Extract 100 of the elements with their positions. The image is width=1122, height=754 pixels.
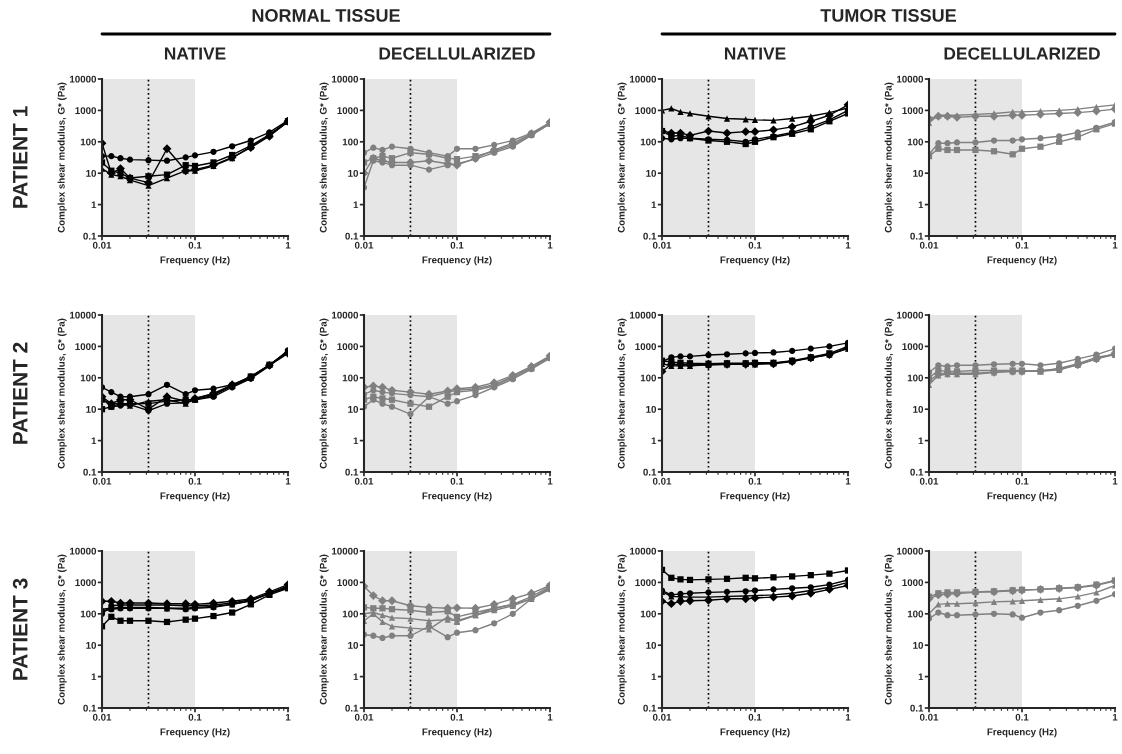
y-tick-label: 1000 xyxy=(75,343,97,351)
x-tick-label: 0.1 xyxy=(748,241,762,249)
y-tick-label: 1000 xyxy=(337,579,359,587)
x-tick-label: 0.01 xyxy=(652,477,672,485)
y-tick-label: 1000 xyxy=(337,107,359,115)
x-tick-label: 1 xyxy=(845,713,851,721)
chart-title: NATIVE xyxy=(724,47,786,60)
x-tick-label: 0.1 xyxy=(450,477,464,485)
text: PATIENT 3 xyxy=(12,578,28,680)
y-axis-title: Complex shear modulus, G* (Pa) xyxy=(319,554,329,705)
chart-title: DECELLULARIZED xyxy=(379,47,535,60)
y-tick-label: 1 xyxy=(918,201,924,209)
x-axis-title: Frequency (Hz) xyxy=(987,256,1057,266)
y-axis-title: Complex shear modulus, G* (Pa) xyxy=(617,318,627,469)
text: PATIENT 2 xyxy=(12,342,28,444)
y-tick-label: 1000 xyxy=(902,579,924,587)
x-tick-label: 1 xyxy=(1112,477,1118,485)
y-tick-label: 0.1 xyxy=(345,704,359,712)
y-tick-label: 10 xyxy=(348,405,359,413)
y-tick-label: 10 xyxy=(86,641,97,649)
y-tick-label: 10000 xyxy=(70,311,97,319)
y-tick-label: 100 xyxy=(342,610,359,618)
y-tick-label: 1 xyxy=(91,201,97,209)
x-axis-title: Frequency (Hz) xyxy=(160,728,230,738)
x-axis-title: Frequency (Hz) xyxy=(987,728,1057,738)
x-tick-label: 0.01 xyxy=(919,241,939,249)
y-axis-title: Complex shear modulus, G* (Pa) xyxy=(57,82,67,233)
chart-title: DECELLULARIZED xyxy=(944,47,1100,60)
x-axis-title: Frequency (Hz) xyxy=(720,728,790,738)
y-tick-label: 0.1 xyxy=(643,468,657,476)
y-tick-label: 1000 xyxy=(902,343,924,351)
x-tick-label: 1 xyxy=(845,477,851,485)
y-tick-label: 1000 xyxy=(635,579,657,587)
y-tick-label: 0.1 xyxy=(910,232,924,240)
y-tick-label: 10 xyxy=(646,641,657,649)
y-tick-label: 100 xyxy=(907,374,924,382)
x-tick-label: 1 xyxy=(285,713,291,721)
y-tick-label: 10 xyxy=(348,641,359,649)
y-tick-label: 1000 xyxy=(75,579,97,587)
y-axis-title: Complex shear modulus, G* (Pa) xyxy=(319,318,329,469)
text: TUMOR TISSUE xyxy=(820,9,957,22)
chart-title: NATIVE xyxy=(164,47,226,60)
x-tick-label: 1 xyxy=(547,241,553,249)
x-tick-label: 0.1 xyxy=(1015,477,1029,485)
x-axis-title: Frequency (Hz) xyxy=(160,256,230,266)
y-tick-label: 10 xyxy=(913,641,924,649)
y-tick-label: 10000 xyxy=(897,311,924,319)
x-tick-label: 1 xyxy=(285,477,291,485)
y-tick-label: 1 xyxy=(91,673,97,681)
x-tick-label: 0.01 xyxy=(652,713,672,721)
y-axis-title: Complex shear modulus, G* (Pa) xyxy=(57,318,67,469)
x-axis-title: Frequency (Hz) xyxy=(422,728,492,738)
y-tick-label: 1 xyxy=(918,673,924,681)
y-tick-label: 100 xyxy=(80,138,97,146)
y-tick-label: 10000 xyxy=(332,547,359,555)
x-tick-label: 0.01 xyxy=(354,713,374,721)
y-tick-label: 100 xyxy=(342,374,359,382)
x-tick-label: 1 xyxy=(547,477,553,485)
x-tick-label: 0.01 xyxy=(919,477,939,485)
text: PATIENT 1 xyxy=(13,106,28,208)
x-tick-label: 0.01 xyxy=(919,713,939,721)
y-tick-label: 100 xyxy=(640,138,657,146)
x-tick-label: 1 xyxy=(547,713,553,721)
y-tick-label: 10 xyxy=(646,405,657,413)
x-tick-label: 0.01 xyxy=(92,477,112,485)
y-tick-label: 10000 xyxy=(897,547,924,555)
y-tick-label: 0.1 xyxy=(643,704,657,712)
x-tick-label: 1 xyxy=(285,241,291,249)
y-tick-label: 1 xyxy=(353,201,359,209)
y-tick-label: 1000 xyxy=(337,343,359,351)
y-tick-label: 100 xyxy=(907,138,924,146)
y-tick-label: 1000 xyxy=(902,107,924,115)
x-tick-label: 0.1 xyxy=(450,713,464,721)
x-tick-label: 0.01 xyxy=(92,241,112,249)
y-tick-label: 1 xyxy=(918,437,924,445)
x-tick-label: 0.1 xyxy=(748,477,762,485)
x-tick-label: 1 xyxy=(1112,713,1118,721)
y-axis-title: Complex shear modulus, G* (Pa) xyxy=(884,318,894,469)
y-tick-label: 100 xyxy=(640,374,657,382)
y-tick-label: 0.1 xyxy=(643,232,657,240)
y-tick-label: 10 xyxy=(86,405,97,413)
x-tick-label: 0.1 xyxy=(1015,713,1029,721)
x-tick-label: 0.1 xyxy=(1015,241,1029,249)
y-tick-label: 1000 xyxy=(75,107,97,115)
x-tick-label: 0.01 xyxy=(354,477,374,485)
y-tick-label: 10000 xyxy=(332,311,359,319)
x-axis-title: Frequency (Hz) xyxy=(422,492,492,502)
y-tick-label: 10 xyxy=(913,405,924,413)
y-tick-label: 10000 xyxy=(630,547,657,555)
y-tick-label: 10 xyxy=(86,169,97,177)
y-axis-title: Complex shear modulus, G* (Pa) xyxy=(884,82,894,233)
y-tick-label: 100 xyxy=(907,610,924,618)
text: NORMAL TISSUE xyxy=(252,9,400,22)
x-axis-title: Frequency (Hz) xyxy=(987,492,1057,502)
y-tick-label: 100 xyxy=(342,138,359,146)
y-tick-label: 0.1 xyxy=(83,468,97,476)
y-tick-label: 1 xyxy=(353,673,359,681)
y-tick-label: 1 xyxy=(353,437,359,445)
y-tick-label: 10000 xyxy=(70,75,97,83)
x-tick-label: 0.1 xyxy=(188,713,202,721)
